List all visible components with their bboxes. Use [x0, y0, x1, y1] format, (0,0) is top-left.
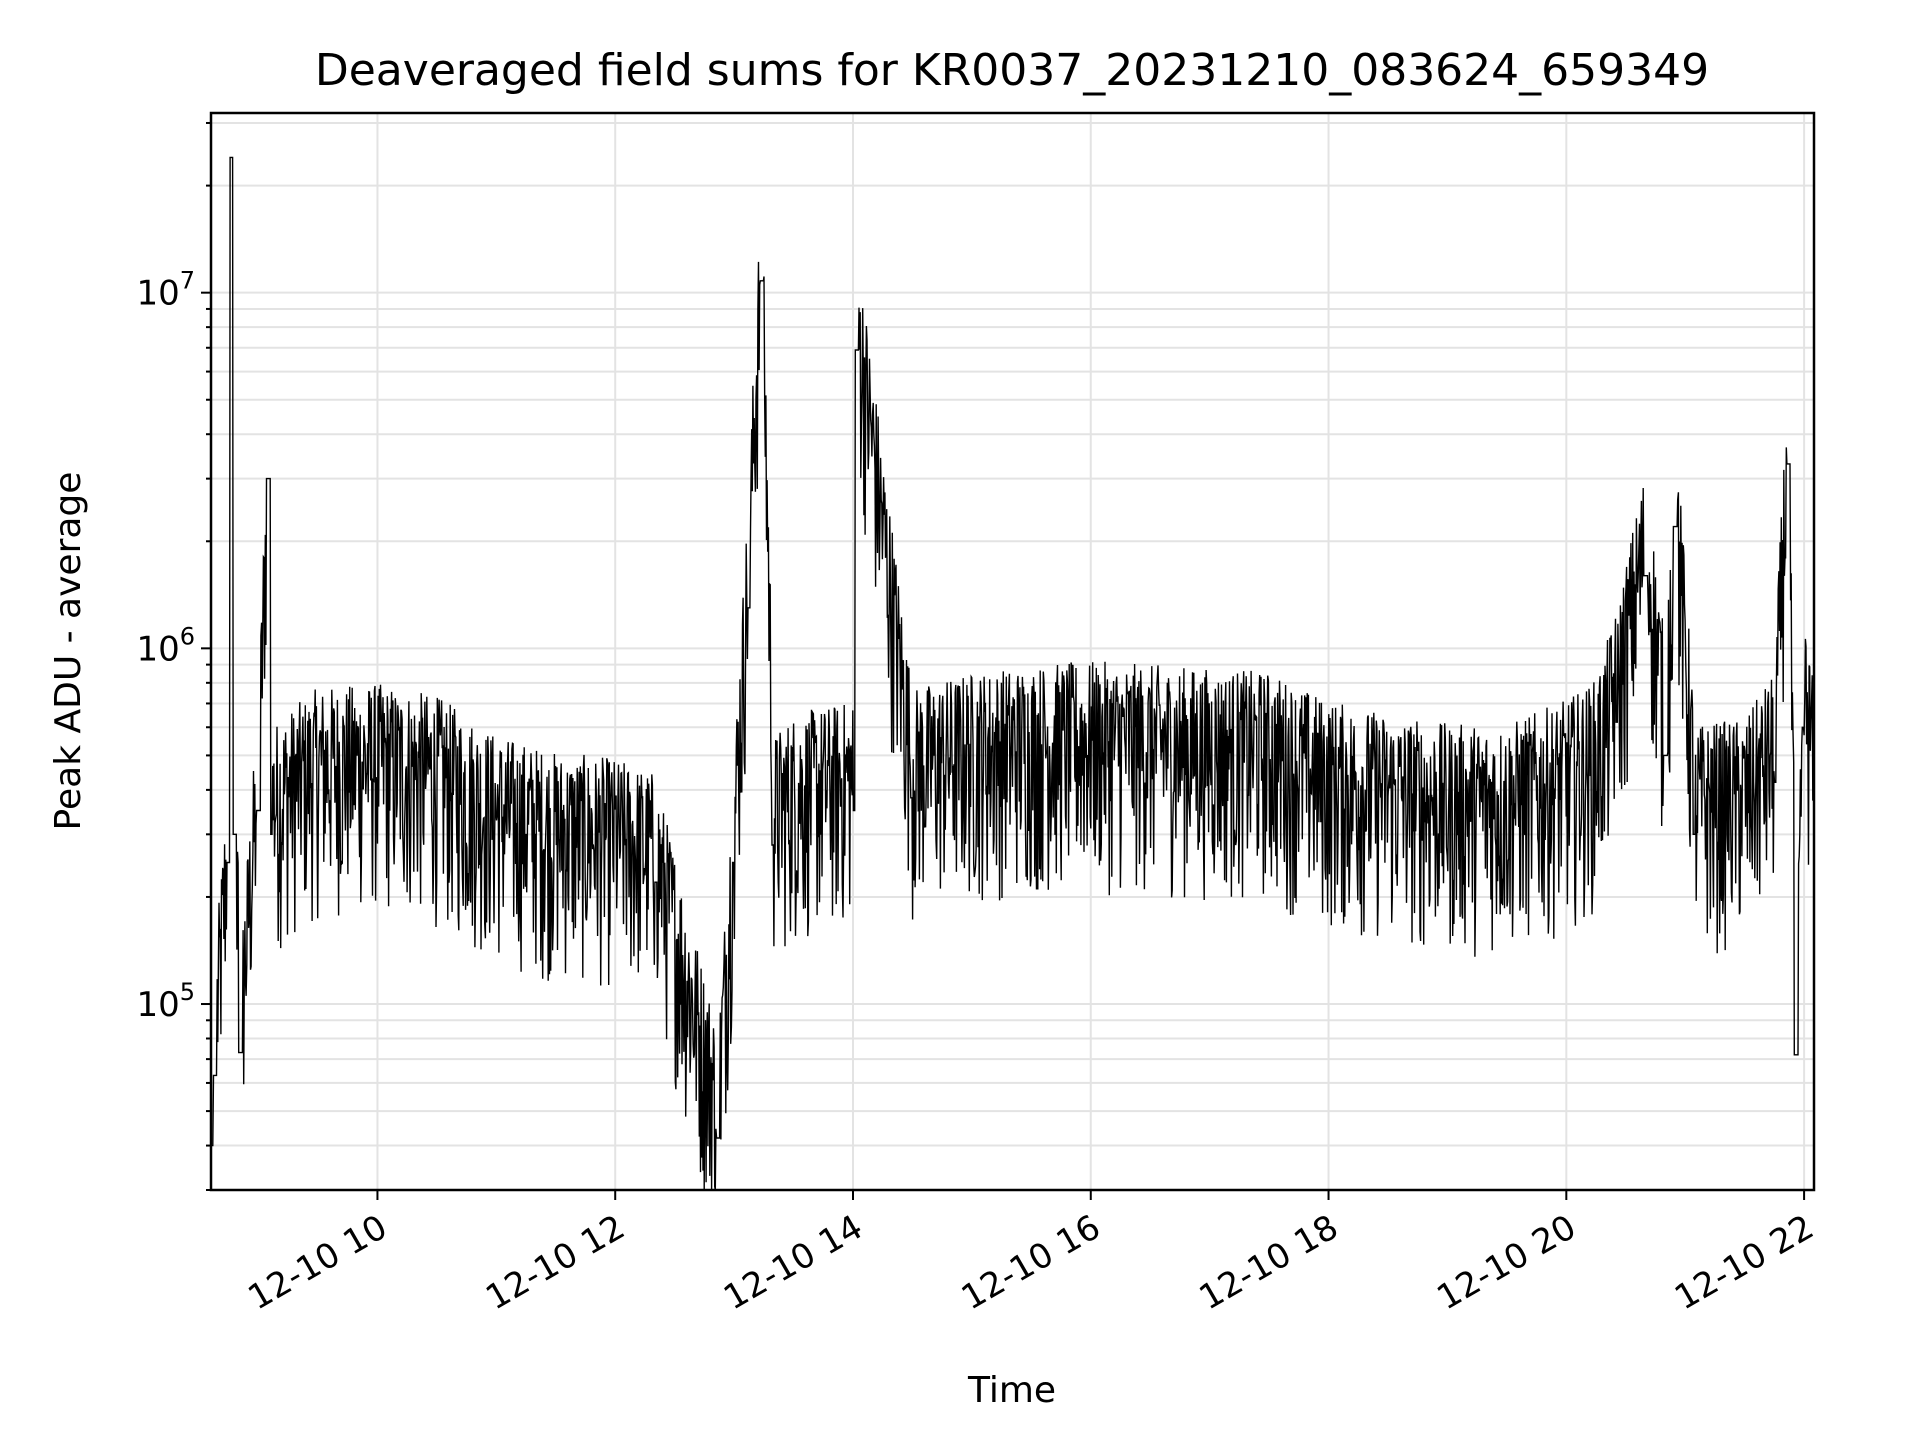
y-tick-label: 105 — [136, 978, 195, 1025]
chart-title: Deaveraged field sums for KR0037_2023121… — [315, 45, 1709, 96]
x-axis-label: Time — [967, 1370, 1056, 1411]
axes-frame — [209, 111, 1816, 1192]
y-axis-label: Peak ADU - average — [48, 472, 89, 831]
y-tick-label-base: 10 — [136, 629, 179, 669]
y-tick-label: 107 — [136, 267, 195, 314]
y-tick-label: 106 — [136, 622, 195, 669]
y-tick-label-exponent: 5 — [180, 978, 195, 1006]
y-tick-label-exponent: 7 — [180, 267, 195, 295]
y-tick-label-base: 10 — [136, 985, 179, 1025]
plot-area — [211, 156, 1815, 1191]
y-tick-label-exponent: 6 — [180, 622, 195, 650]
y-tick-label-base: 10 — [136, 274, 179, 314]
series-line — [211, 156, 1815, 1191]
